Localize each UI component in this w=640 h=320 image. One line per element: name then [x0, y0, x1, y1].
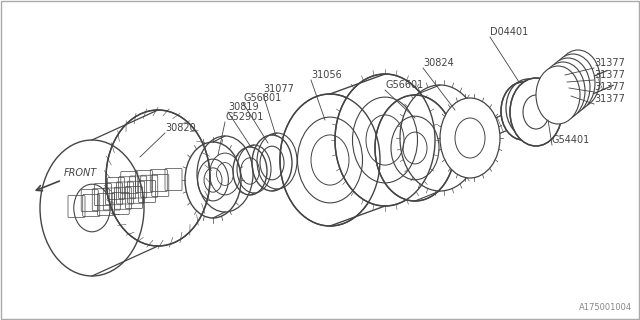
Text: 31377: 31377	[594, 94, 625, 104]
Text: 31377: 31377	[594, 82, 625, 92]
Ellipse shape	[440, 98, 500, 178]
Text: G54401: G54401	[552, 135, 590, 145]
Ellipse shape	[106, 110, 210, 246]
Ellipse shape	[280, 94, 380, 226]
Ellipse shape	[546, 58, 590, 116]
Text: 31377: 31377	[594, 70, 625, 80]
Ellipse shape	[335, 74, 435, 206]
Text: 30820: 30820	[165, 123, 196, 133]
Ellipse shape	[556, 50, 600, 108]
Text: 30824: 30824	[423, 58, 454, 68]
Text: 31056: 31056	[311, 70, 342, 80]
Ellipse shape	[501, 82, 545, 140]
Text: A175001004: A175001004	[579, 303, 632, 312]
Text: 31077: 31077	[263, 84, 294, 94]
Ellipse shape	[536, 66, 580, 124]
Text: G56801: G56801	[243, 93, 281, 103]
Ellipse shape	[551, 54, 595, 112]
Text: 31377: 31377	[594, 58, 625, 68]
Text: G56601: G56601	[385, 80, 423, 90]
Ellipse shape	[510, 78, 562, 146]
Ellipse shape	[541, 62, 585, 120]
Ellipse shape	[375, 95, 455, 201]
Text: D04401: D04401	[490, 27, 528, 37]
Text: G52901: G52901	[225, 112, 264, 122]
Text: FRONT: FRONT	[64, 168, 97, 178]
Text: 30819: 30819	[228, 102, 259, 112]
